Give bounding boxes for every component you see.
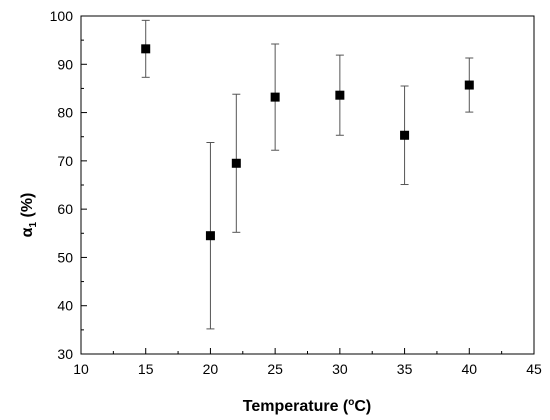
data-point bbox=[205, 231, 215, 241]
y-axis-title: α1 (%) bbox=[19, 193, 39, 238]
y-tick-label: 30 bbox=[57, 346, 73, 362]
x-tick-label: 40 bbox=[461, 361, 477, 377]
data-point bbox=[400, 130, 410, 140]
x-axis-title: Temperature (oC) bbox=[243, 397, 372, 415]
data-point bbox=[141, 44, 151, 54]
y-tick-label: 60 bbox=[57, 201, 73, 217]
data-point bbox=[335, 90, 345, 100]
plot-marks bbox=[141, 19, 474, 330]
x-tick-label: 15 bbox=[138, 361, 154, 377]
data-point bbox=[231, 158, 241, 168]
y-tick-label: 70 bbox=[57, 153, 73, 169]
y-tick-label: 50 bbox=[57, 249, 73, 265]
y-tick-label: 40 bbox=[57, 298, 73, 314]
x-tick-label: 20 bbox=[203, 361, 219, 377]
plot-frame bbox=[80, 15, 535, 355]
data-point bbox=[270, 92, 280, 102]
axes: 10 15 20 25 30 35 40 45 30 40 50 60 70 80 90 100 bbox=[50, 8, 542, 377]
x-tick-label: 25 bbox=[267, 361, 283, 377]
x-tick-label: 35 bbox=[397, 361, 413, 377]
y-tick-label: 90 bbox=[57, 56, 73, 72]
y-tick-label: 80 bbox=[57, 105, 73, 121]
x-tick-label: 10 bbox=[73, 361, 89, 377]
x-tick-label: 30 bbox=[332, 361, 348, 377]
x-tick-label: 45 bbox=[526, 361, 542, 377]
data-point bbox=[464, 80, 474, 90]
y-tick-label: 100 bbox=[50, 8, 74, 24]
